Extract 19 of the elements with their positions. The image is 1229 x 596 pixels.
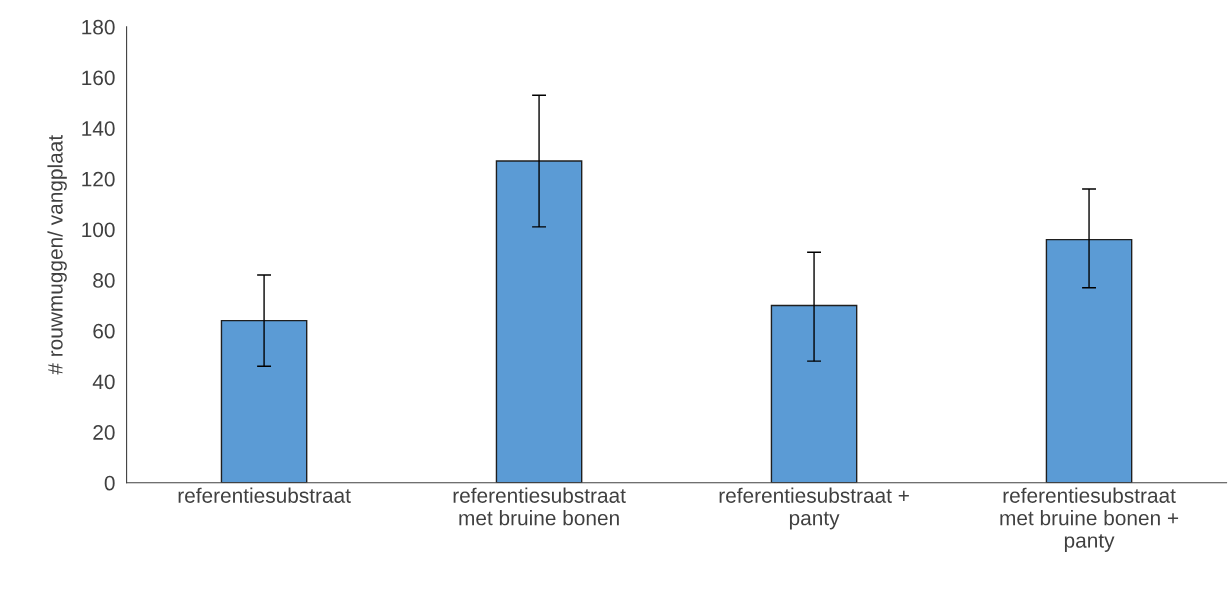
bar bbox=[220, 319, 308, 483]
y-tick-label: 0 bbox=[104, 475, 115, 491]
bar bbox=[770, 304, 858, 483]
y-axis-title: # rouwmuggen/ vangplaat bbox=[47, 135, 67, 375]
bar bbox=[1045, 238, 1133, 483]
y-tick-label: 100 bbox=[82, 222, 115, 238]
y-tick-label: 120 bbox=[82, 171, 115, 187]
y-tick-label: 160 bbox=[82, 70, 115, 86]
bar bbox=[495, 160, 583, 483]
y-tick-label: 40 bbox=[92, 374, 115, 390]
x-tick-label: referentiesubstraat met bruine bonen bbox=[453, 487, 626, 526]
y-tick-label: 140 bbox=[82, 121, 115, 136]
y-tick-label: 60 bbox=[93, 323, 115, 339]
y-tick-label: 80 bbox=[93, 273, 115, 288]
x-tick-label: referentiesubstraat bbox=[178, 487, 351, 503]
y-tick-label: 180 bbox=[82, 19, 115, 35]
y-tick-label: 20 bbox=[93, 425, 115, 440]
x-tick-label: referentiesubstraat + panty bbox=[719, 487, 909, 530]
x-tick-label: referentiesubstraat met bruine bonen + panty bbox=[1000, 487, 1179, 552]
